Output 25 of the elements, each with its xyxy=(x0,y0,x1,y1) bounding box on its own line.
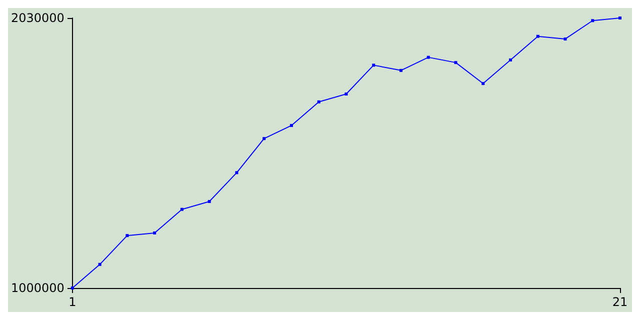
point xyxy=(426,56,430,59)
point xyxy=(399,68,402,72)
point xyxy=(482,82,485,86)
x-tick-label: 1 xyxy=(68,295,76,309)
line-series xyxy=(70,16,622,290)
point xyxy=(564,37,567,40)
y-tick-label: 1000000 xyxy=(10,281,64,295)
point xyxy=(98,262,102,266)
point xyxy=(508,58,512,62)
point xyxy=(70,286,74,290)
x-tick-label: 21 xyxy=(612,295,628,309)
point xyxy=(454,61,458,64)
point xyxy=(344,92,348,96)
point xyxy=(180,208,184,211)
point xyxy=(126,234,129,238)
point xyxy=(262,137,266,140)
point xyxy=(153,231,156,234)
point xyxy=(372,64,376,67)
point xyxy=(591,19,594,22)
y-tick-label: 2030000 xyxy=(10,11,64,25)
point xyxy=(208,200,211,203)
point xyxy=(290,124,293,127)
point xyxy=(317,100,320,104)
point xyxy=(536,34,540,38)
point xyxy=(235,171,238,174)
